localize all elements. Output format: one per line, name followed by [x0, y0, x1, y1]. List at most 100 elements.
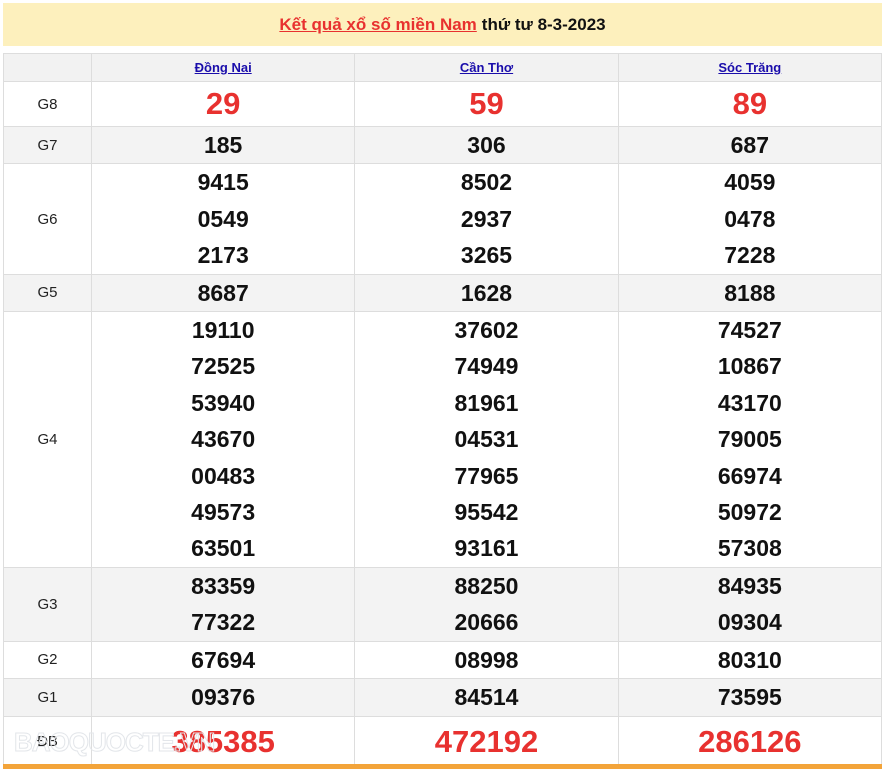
prize-row: G1 09376 84514 73595 [3, 678, 883, 717]
prize-label: G2 [3, 640, 92, 680]
province-link[interactable]: Đồng Nai [194, 60, 252, 75]
lottery-number: 74949 [454, 353, 519, 380]
lottery-number: 7228 [724, 242, 776, 269]
prize-label: G1 [3, 678, 92, 717]
lottery-number: 2937 [460, 205, 513, 232]
prize-cell: 88250 20666 [354, 566, 619, 642]
lottery-number: 3265 [460, 242, 513, 269]
bottom-bar [3, 764, 882, 769]
lottery-number: 37602 [454, 317, 519, 344]
lottery-number: 8188 [724, 279, 776, 306]
lottery-number: 1628 [460, 279, 513, 306]
lottery-number: 00483 [191, 462, 256, 489]
lottery-number: 8687 [197, 279, 249, 306]
lottery-number: 67694 [191, 646, 256, 673]
prize-cell: 4059 0478 7228 [617, 163, 883, 275]
prize-cell: 74527 10867 43170 79005 66974 50972 57308 [617, 311, 883, 568]
lottery-number: 95542 [454, 499, 519, 526]
lottery-number: 79005 [717, 426, 782, 453]
prize-cell: 84935 09304 [617, 566, 883, 642]
prize-cell: 9415 0549 2173 [90, 163, 356, 275]
prize-row: ĐB 385385 472192 286126 [3, 715, 883, 767]
lottery-number: 286126 [698, 723, 802, 759]
lottery-number: 185 [203, 132, 243, 158]
prize-row: G2 67694 08998 80310 [3, 640, 883, 680]
prize-cell: 29 [90, 81, 356, 127]
lottery-number: 04531 [454, 426, 519, 453]
prize-cell: 1628 [354, 273, 619, 313]
lottery-number: 59 [469, 86, 504, 121]
prize-cell: 8687 [90, 273, 356, 313]
lottery-number: 83359 [191, 572, 256, 599]
prize-cell: 37602 74949 81961 04531 77965 95542 93161 [354, 311, 619, 568]
province-link[interactable]: Cần Thơ [459, 60, 514, 75]
header-blank [3, 53, 92, 82]
prize-cell: 89 [617, 81, 883, 127]
province-header: Đồng Nai [90, 53, 356, 82]
province-header: Cần Thơ [354, 53, 619, 82]
prize-cell: 80310 [617, 640, 883, 680]
prize-cell: 385385 [90, 715, 356, 767]
province-header: Sóc Trăng [617, 53, 883, 82]
lottery-number: 19110 [191, 317, 255, 344]
prize-row: G4 19110 72525 53940 43670 00483 49573 63501 376… [3, 311, 883, 568]
lottery-number: 08998 [454, 646, 519, 673]
lottery-number: 43170 [717, 389, 782, 416]
prize-label: G8 [3, 81, 92, 127]
lottery-number: 43670 [191, 426, 256, 453]
lottery-number: 72525 [191, 353, 256, 380]
prize-label: G7 [3, 125, 92, 165]
prize-cell: 83359 77322 [90, 566, 356, 642]
prize-cell: 08998 [354, 640, 619, 680]
lottery-number: 385385 [171, 723, 275, 759]
lottery-number: 93161 [454, 535, 519, 562]
lottery-number: 53940 [191, 389, 256, 416]
prize-cell: 8188 [617, 273, 883, 313]
lottery-number: 57308 [717, 535, 782, 562]
lottery-number: 4059 [724, 169, 776, 196]
prize-cell: 84514 [354, 678, 619, 717]
prize-cell: 687 [617, 125, 883, 165]
prize-cell: 286126 [617, 715, 883, 767]
page-title: Kết quả xổ số miền Nam thứ tư 8-3-2023 [3, 3, 882, 46]
prize-cell: 19110 72525 53940 43670 00483 49573 63501 [90, 311, 356, 568]
prize-row: G8 29 59 89 [3, 81, 883, 127]
province-link[interactable]: Sóc Trăng [718, 60, 782, 75]
prize-cell: 67694 [90, 640, 356, 680]
prize-label: ĐB [3, 715, 92, 767]
lottery-number: 306 [467, 132, 506, 158]
lottery-number: 20666 [454, 609, 519, 636]
lottery-number: 77322 [191, 609, 256, 636]
lottery-number: 10867 [717, 353, 782, 380]
lottery-number: 88250 [454, 572, 519, 599]
prize-row: G7 185 306 687 [3, 125, 883, 165]
lottery-number: 63501 [191, 535, 256, 562]
lottery-number: 89 [732, 86, 768, 121]
prize-label: G4 [3, 311, 92, 568]
lottery-number: 77965 [454, 462, 519, 489]
prize-cell: 8502 2937 3265 [354, 163, 619, 275]
results-table: Đồng Nai Cần Thơ Sóc Trăng G8 29 59 89 G7 185 30… [3, 53, 883, 767]
prize-label: G6 [3, 163, 92, 275]
prize-cell: 09376 [90, 678, 356, 717]
prize-row: G6 9415 0549 2173 8502 2937 3265 4059 0478 7228 [3, 163, 883, 275]
lottery-number: 8502 [460, 169, 513, 196]
lottery-number: 84935 [717, 572, 782, 599]
prize-cell: 59 [354, 81, 619, 127]
lottery-number: 80310 [717, 646, 782, 673]
prize-row: G3 83359 77322 88250 20666 84935 09304 [3, 566, 883, 642]
prize-cell: 73595 [617, 678, 883, 717]
lottery-number: 74527 [717, 317, 782, 344]
prize-label: G5 [3, 273, 92, 313]
lottery-number: 472192 [434, 723, 539, 759]
title-link[interactable]: Kết quả xổ số miền Nam [279, 14, 477, 34]
watermark: BAOQUOCTE.VN [13, 727, 215, 758]
prize-cell: 185 [90, 125, 356, 165]
lottery-number: 09304 [717, 609, 782, 636]
lottery-number: 29 [205, 86, 241, 121]
prize-row: G5 8687 1628 8188 [3, 273, 883, 313]
lottery-number: 73595 [717, 684, 782, 711]
prize-cell: 472192 [354, 715, 619, 767]
lottery-number: 2173 [197, 242, 249, 269]
lottery-number: 49573 [191, 499, 256, 526]
